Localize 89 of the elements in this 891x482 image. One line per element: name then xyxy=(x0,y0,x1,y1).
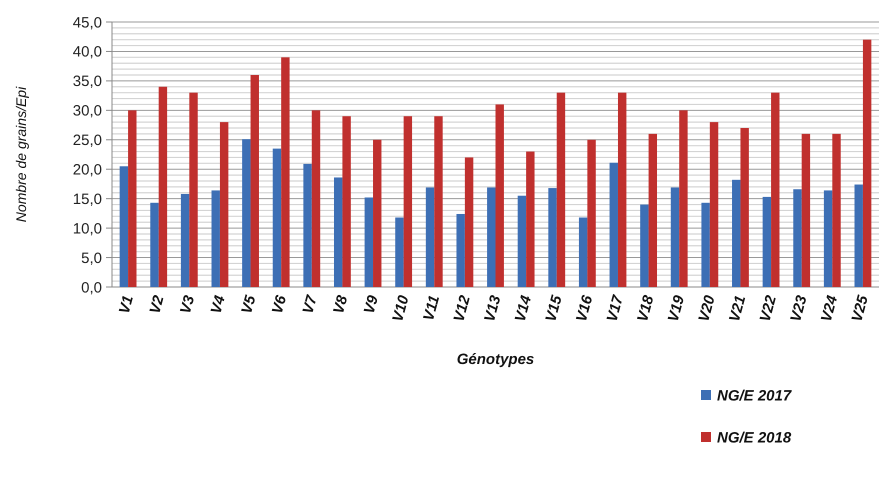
x-tick-label: V12 xyxy=(450,293,474,324)
y-tick-label: 30,0 xyxy=(72,102,102,120)
x-tick-label: V20 xyxy=(695,293,719,324)
x-tick-label: V6 xyxy=(268,293,290,316)
x-tick-label: V18 xyxy=(634,293,658,324)
bar xyxy=(281,57,290,287)
bar xyxy=(303,164,312,287)
bar xyxy=(158,86,168,287)
bar xyxy=(242,139,251,287)
bar xyxy=(434,116,443,287)
bar xyxy=(862,40,872,287)
x-tick-label: V22 xyxy=(756,293,780,324)
y-tick-label: 10,0 xyxy=(72,220,102,238)
y-tick-label: 40,0 xyxy=(72,44,102,61)
bar xyxy=(212,190,220,287)
bar xyxy=(128,110,136,287)
bar xyxy=(272,148,282,287)
x-tick-label: V16 xyxy=(572,293,596,324)
x-tick-label: V11 xyxy=(420,294,444,323)
bar xyxy=(793,189,802,287)
bar xyxy=(771,92,780,287)
y-tick-label: 15,0 xyxy=(72,190,102,208)
bar xyxy=(740,128,749,287)
x-tick-label: V7 xyxy=(299,293,321,316)
y-tick-label: 0,0 xyxy=(81,279,102,296)
bar xyxy=(189,92,198,287)
y-tick-label: 25,0 xyxy=(72,132,102,150)
x-tick-label: V15 xyxy=(542,293,566,324)
y-axis-title: Nombre de grains/Epi xyxy=(13,86,29,222)
bar xyxy=(342,116,351,287)
bar xyxy=(578,218,588,287)
bar xyxy=(464,157,474,287)
x-tick-label: V23 xyxy=(787,293,811,324)
bar xyxy=(548,188,557,287)
bar xyxy=(854,184,863,287)
bar xyxy=(762,196,772,287)
x-tick-label: V10 xyxy=(389,293,413,324)
bar xyxy=(487,187,496,287)
bar xyxy=(824,190,832,287)
x-tick-label: V2 xyxy=(146,293,168,316)
bar xyxy=(640,204,649,287)
x-tick-label: V1 xyxy=(116,294,137,316)
x-tick-label: V9 xyxy=(360,293,382,316)
bar xyxy=(456,214,465,287)
x-tick-label: V19 xyxy=(664,293,688,324)
x-tick-label: V8 xyxy=(330,293,352,316)
bar xyxy=(701,202,710,287)
bar xyxy=(802,134,810,287)
bar xyxy=(587,140,596,287)
y-tick-label: 35,0 xyxy=(72,73,102,90)
bar xyxy=(610,162,618,287)
bar xyxy=(496,104,504,287)
bar xyxy=(373,140,382,287)
legend-label: NG/E 2018 xyxy=(717,429,792,446)
bar xyxy=(426,187,434,287)
bar xyxy=(220,122,228,287)
bar xyxy=(556,92,566,287)
y-tick-label: 45,0 xyxy=(72,14,102,32)
x-tick-label: V13 xyxy=(481,293,505,324)
x-tick-label: V4 xyxy=(208,293,229,316)
bar xyxy=(250,75,259,287)
x-tick-label: V5 xyxy=(238,293,260,316)
bar xyxy=(648,134,658,287)
y-tick-label: 20,0 xyxy=(72,161,102,178)
x-tick-label: V14 xyxy=(512,293,536,324)
bar xyxy=(710,122,718,287)
bar xyxy=(670,187,680,287)
bar xyxy=(732,180,740,287)
bar xyxy=(679,110,688,287)
bar xyxy=(618,92,626,287)
bar xyxy=(150,202,159,287)
bar xyxy=(832,134,841,287)
legend-label: NG/E 2017 xyxy=(717,387,792,404)
bar xyxy=(526,152,535,287)
bar xyxy=(180,194,190,287)
bar xyxy=(404,116,412,287)
bar xyxy=(334,177,342,287)
x-tick-label: V21 xyxy=(726,294,750,324)
bar xyxy=(518,196,526,287)
x-tick-label: V17 xyxy=(604,293,628,324)
bar xyxy=(312,110,320,287)
x-tick-label: V25 xyxy=(848,293,872,324)
bar xyxy=(120,166,128,287)
y-tick-label: 5,0 xyxy=(81,250,102,267)
bar xyxy=(395,218,404,287)
x-tick-label: V3 xyxy=(177,293,198,316)
x-axis-title: Génotypes xyxy=(456,351,534,368)
x-tick-label: V24 xyxy=(818,293,842,324)
bar xyxy=(364,197,374,287)
